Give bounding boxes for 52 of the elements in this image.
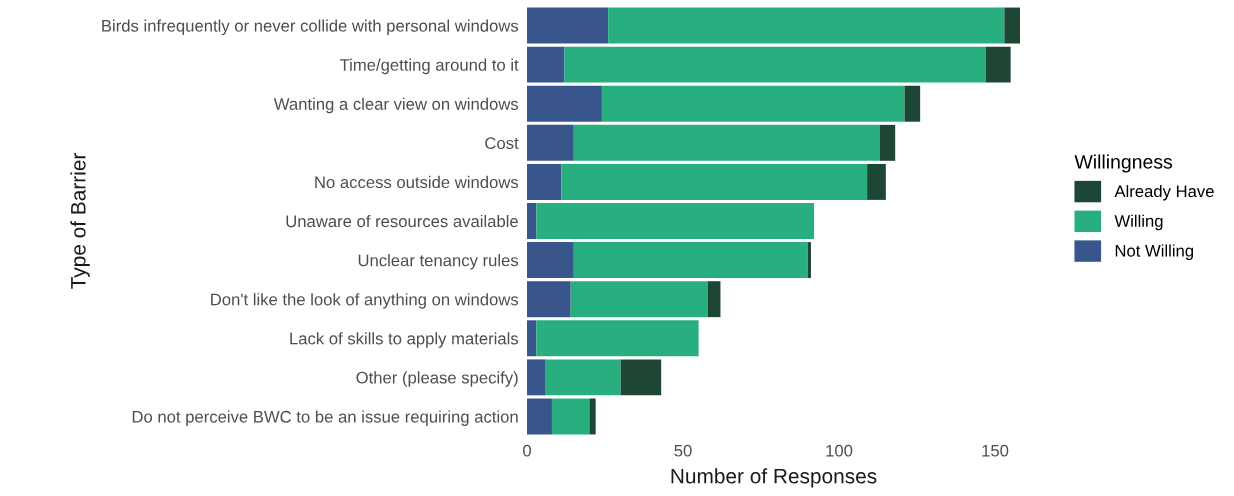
bar xyxy=(561,163,868,200)
bar xyxy=(601,85,905,122)
bar xyxy=(527,281,571,318)
bar xyxy=(807,242,811,279)
bar xyxy=(707,281,721,318)
x-tick-label: 50 xyxy=(674,444,692,457)
x-tick-label: 100 xyxy=(826,444,853,457)
bar xyxy=(564,46,986,83)
bar xyxy=(536,320,699,357)
bar xyxy=(904,85,921,122)
y-tick-label: Unclear tenancy rules xyxy=(358,254,519,270)
x-tick-label: 0 xyxy=(523,444,531,457)
bar xyxy=(573,242,808,279)
bar xyxy=(527,85,602,122)
y-tick-label: Other (please specify) xyxy=(356,371,518,387)
bar xyxy=(527,124,574,161)
y-tick-label: Time/getting around to it xyxy=(339,58,519,75)
bar xyxy=(527,7,609,44)
bar xyxy=(527,163,562,200)
y-axis-title: Type of Barrier xyxy=(70,153,90,289)
legend-label: Willing xyxy=(1114,214,1163,231)
legend-title: Willingness xyxy=(1074,154,1173,173)
bar xyxy=(527,398,552,435)
bar xyxy=(1004,7,1020,44)
bar xyxy=(570,281,708,318)
bar xyxy=(536,203,815,239)
bar xyxy=(589,398,596,435)
y-tick-label: Lack of skills to apply materials xyxy=(290,332,519,348)
bar xyxy=(527,359,546,396)
y-tick-label: Birds infrequently or never collide with personal windows xyxy=(102,19,519,36)
bar xyxy=(527,46,565,83)
bar xyxy=(573,124,880,161)
y-tick-label: Don't like the look of anything on windows xyxy=(211,293,519,309)
y-tick-label: Unaware of resources available xyxy=(286,214,518,228)
bar xyxy=(527,242,574,279)
y-tick-label: Cost xyxy=(485,137,519,150)
bar xyxy=(551,398,590,435)
bar xyxy=(545,359,621,396)
bar xyxy=(620,359,662,396)
bar xyxy=(867,163,886,200)
legend-label: Not Willing xyxy=(1115,244,1194,260)
x-tick-label: 150 xyxy=(982,444,1009,457)
bar xyxy=(985,46,1011,83)
y-tick-label: Do not perceive BWC to be an issue requiring action xyxy=(132,410,518,426)
legend-label: Already Have xyxy=(1114,184,1214,201)
bar xyxy=(879,124,896,161)
y-tick-label: Wanting a clear view on windows xyxy=(273,97,519,114)
bar xyxy=(527,203,537,239)
bar xyxy=(527,320,537,357)
bar xyxy=(608,7,1005,44)
x-axis-title: Number of Responses xyxy=(671,468,877,488)
y-tick-label: No access outside windows xyxy=(315,175,519,189)
